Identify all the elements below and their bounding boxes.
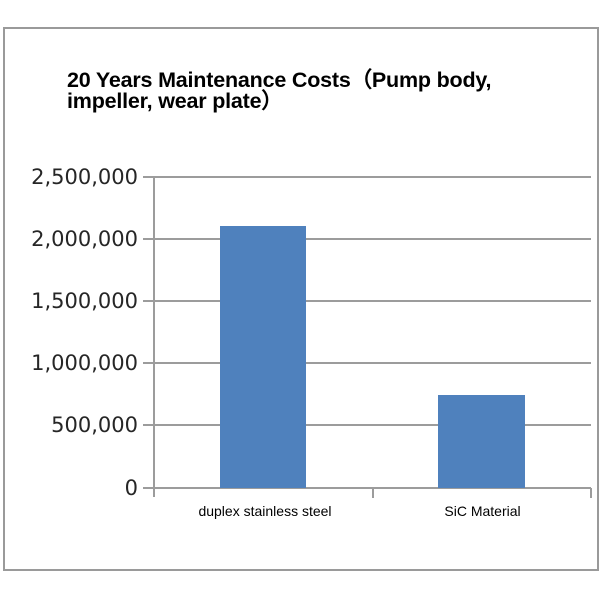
y-axis [153,176,155,497]
chart-title-line-2: impeller, wear plate） [67,89,283,113]
chart-title-line-1: 20 Years Maintenance Costs（Pump body, [67,68,492,92]
y-tick-label: 1,000,000 [31,351,138,375]
x-tick-end [590,488,592,498]
y-tick-label: 1,500,000 [31,289,138,313]
x-axis-baseline [143,487,591,489]
y-tick-label: 500,000 [51,413,138,437]
y-tick-label: 2,000,000 [31,227,138,251]
bar-duplex-stainless-steel [220,226,306,488]
chart-title: 20 Years Maintenance Costs（Pump body, im… [67,68,587,113]
gridline-2000000 [143,238,591,240]
bar-sic-material [438,395,525,488]
x-tick-divider [372,488,374,498]
y-tick-label: 0 [124,476,138,500]
gridline-1000000 [143,362,591,364]
x-category-label: duplex stainless steel [198,503,332,519]
x-category-label: SiC Material [444,503,521,519]
gridline-500000 [143,424,591,426]
gridline-2500000 [143,176,591,178]
y-tick-label: 2,500,000 [31,165,138,189]
gridline-1500000 [143,300,591,302]
